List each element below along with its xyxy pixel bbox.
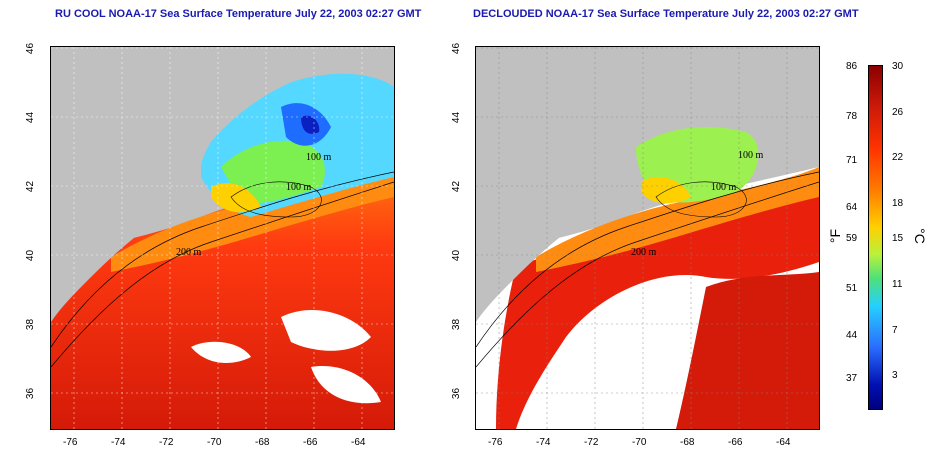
contour-label: 200 m	[631, 247, 657, 258]
colorbar-c-label: 22	[892, 152, 904, 163]
temperature-colorbar	[868, 65, 883, 410]
contour-label: 100 m	[711, 182, 737, 193]
left-map-title: RU COOL NOAA-17 Sea Surface Temperature …	[55, 8, 422, 20]
fahrenheit-unit-label: °F	[827, 228, 844, 244]
right-sst-map[interactable]: 100 m 100 m 200 m	[475, 46, 820, 430]
colorbar-f-label: 37	[846, 373, 858, 384]
lon-tick: -76	[488, 437, 503, 448]
colorbar-c-label: 11	[892, 279, 903, 290]
lon-tick: -74	[111, 437, 126, 448]
lon-tick: -68	[255, 437, 270, 448]
lat-tick: 44	[451, 111, 463, 124]
right-map-title: DECLOUDED NOAA-17 Sea Surface Temperatur…	[473, 8, 859, 20]
lat-tick: 42	[451, 180, 463, 193]
lon-tick: -64	[351, 437, 366, 448]
lat-tick: 46	[25, 42, 37, 55]
lat-tick: 46	[451, 42, 463, 55]
colorbar-f-label: 78	[846, 111, 858, 122]
lon-tick: -74	[536, 437, 551, 448]
colorbar-c-label: 26	[892, 107, 904, 118]
contour-label: 200 m	[176, 247, 202, 258]
lat-tick: 36	[25, 387, 37, 400]
lon-tick: -66	[303, 437, 318, 448]
celsius-unit-label: °C	[911, 228, 928, 244]
colorbar-f-label: 86	[846, 61, 858, 72]
lon-tick: -66	[728, 437, 743, 448]
lon-tick: -72	[159, 437, 174, 448]
contour-label: 100 m	[306, 152, 332, 163]
colorbar-f-label: 51	[846, 283, 858, 294]
colorbar-f-label: 64	[846, 202, 858, 213]
lat-tick: 40	[25, 249, 37, 262]
lon-tick: -76	[63, 437, 78, 448]
colorbar-f-label: 71	[846, 155, 858, 166]
lat-tick: 42	[25, 180, 37, 193]
lat-tick: 40	[451, 249, 463, 262]
lon-tick: -70	[207, 437, 222, 448]
colorbar-c-label: 18	[892, 198, 904, 209]
lat-tick: 44	[25, 111, 37, 124]
colorbar-c-label: 3	[892, 370, 898, 381]
lon-tick: -68	[680, 437, 695, 448]
lon-tick: -64	[776, 437, 791, 448]
colorbar-c-label: 15	[892, 233, 904, 244]
colorbar-c-label: 30	[892, 61, 904, 72]
lat-tick: 38	[451, 318, 463, 331]
lat-tick: 36	[451, 387, 463, 400]
left-sst-map[interactable]: 100 m 100 m 200 m	[50, 46, 395, 430]
colorbar-c-label: 7	[892, 325, 898, 336]
contour-label: 100 m	[286, 182, 312, 193]
lat-tick: 38	[25, 318, 37, 331]
colorbar-f-label: 44	[846, 330, 858, 341]
colorbar-f-label: 59	[846, 233, 858, 244]
lon-tick: -72	[584, 437, 599, 448]
contour-label: 100 m	[738, 150, 764, 161]
lon-tick: -70	[632, 437, 647, 448]
